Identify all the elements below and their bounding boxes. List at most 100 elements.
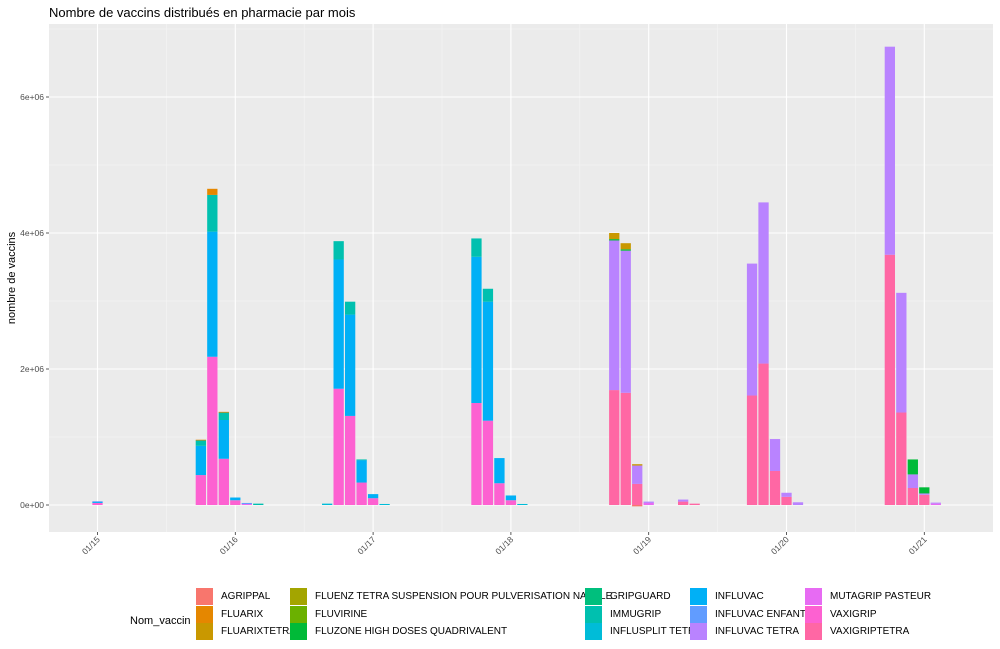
bar-segment: [218, 412, 229, 420]
bar-2020-12: [907, 459, 918, 505]
bar-segment: [241, 503, 252, 505]
bar-segment: [919, 494, 930, 505]
bar-segment: [896, 412, 907, 505]
bar-2016-12: [356, 459, 367, 505]
bar-segment: [207, 356, 218, 505]
bar-segment: [632, 483, 643, 505]
bar-segment: [907, 488, 918, 505]
bar-segment: [494, 458, 505, 484]
legend-label: FLUZONE HIGH DOSES QUADRIVALENT: [315, 626, 508, 638]
bar-segment: [482, 420, 494, 505]
bar-2017-01: [367, 494, 379, 505]
bar-segment: [344, 301, 356, 315]
bar-2021-02: [930, 502, 941, 505]
bar-segment: [344, 415, 356, 505]
bar-segment: [333, 241, 344, 260]
x-tick-label: 01/16: [218, 534, 240, 556]
bar-segment: [758, 202, 769, 364]
legend-swatch: [585, 605, 602, 623]
legend-item: FLUARIXTETRA: [196, 623, 296, 641]
legend-swatch: [585, 588, 602, 606]
bar-2017-10: [471, 238, 482, 505]
bar-segment: [218, 458, 229, 505]
bar-segment: [505, 500, 517, 505]
bar-segment: [471, 238, 482, 257]
bar-segment: [195, 445, 206, 476]
y-tick-label: 2e+06: [20, 364, 44, 374]
legend-label: FLUARIXTETRA: [221, 626, 297, 638]
legend-swatch: [690, 588, 707, 606]
bar-2017-11: [482, 288, 494, 505]
bar-2019-01: [643, 501, 654, 505]
bar-2016-02: [241, 502, 252, 505]
legend-item: GRIPGUARD: [585, 588, 702, 606]
bar-2017-12: [494, 458, 505, 505]
bar-2019-11: [758, 202, 769, 505]
bar-segment: [609, 239, 620, 241]
legend-label: INFLUSPLIT TETRA: [610, 626, 702, 638]
legend-item: MUTAGRIP PASTEUR: [805, 588, 931, 606]
bar-segment: [482, 301, 494, 421]
bar-segment: [218, 411, 229, 413]
y-tick-label: 0e+00: [20, 500, 44, 510]
bar-2019-12: [769, 439, 781, 505]
bar-segment: [919, 493, 930, 495]
bar-2020-02: [792, 502, 804, 505]
legend-item: AGRIPPAL: [196, 588, 296, 606]
x-tick-label: 01/15: [80, 534, 102, 556]
legend-label: INFLUVAC ENFANT: [715, 608, 806, 620]
bar-segment: [769, 439, 781, 471]
bar-2016-01: [230, 497, 241, 505]
bar-2016-09: [322, 503, 333, 505]
plot-panel: [49, 24, 993, 532]
legend-column: INFLUVAC INFLUVAC ENFANT INFLUVAC TETRA: [690, 588, 806, 641]
bar-2019-10: [746, 263, 758, 505]
bar-segment: [367, 498, 379, 505]
legend-column: FLUENZ TETRA SUSPENSION POUR PULVERISATI…: [290, 588, 612, 641]
bar-segment: [907, 459, 918, 475]
bar-segment: [884, 46, 895, 255]
bar-segment: [907, 474, 918, 488]
bar-segment: [746, 263, 758, 396]
bar-2015-01: [92, 501, 103, 505]
bar-2016-10: [333, 241, 344, 505]
legend-swatch: [196, 605, 213, 623]
bar-segment: [344, 314, 356, 416]
legend-title: Nom_vaccin: [130, 615, 191, 627]
legend-column: GRIPGUARD IMMUGRIP INFLUSPLIT TETRA: [585, 588, 702, 641]
legend-column: AGRIPPAL FLUARIX FLUARIXTETRA: [196, 588, 296, 641]
x-axis: 01/15 01/16 01/17 01/18 01/19 01/20 01/21: [80, 532, 929, 556]
bar-segment: [678, 499, 689, 502]
bar-2018-02: [517, 503, 528, 505]
bar-segment: [333, 259, 344, 389]
bar-segment: [482, 288, 494, 302]
chart: Nombre de vaccins distribués en pharmaci…: [6, 5, 993, 556]
bar-segment: [930, 503, 941, 505]
bar-2021-01: [919, 487, 930, 505]
legend-label: FLUARIX: [221, 608, 264, 620]
legend-item: VAXIGRIP: [805, 605, 931, 624]
legend-swatch: [196, 588, 213, 606]
gridlines: [49, 24, 993, 532]
legend-item: INFLUVAC: [690, 588, 806, 606]
bar-segment: [620, 392, 631, 505]
bar-2016-03: [253, 503, 264, 505]
bar-segment: [367, 494, 379, 499]
legend-label: VAXIGRIP: [830, 608, 877, 620]
bar-2019-04: [678, 499, 689, 505]
legend-item: IMMUGRIP: [585, 605, 702, 624]
bar-segment: [471, 256, 482, 403]
bar-segment: [620, 249, 631, 251]
bar-2018-10: [609, 233, 620, 505]
legend-item: VAXIGRIPTETRA: [805, 623, 931, 641]
legend-label: VAXIGRIPTETRA: [830, 626, 910, 638]
bar-segment: [92, 502, 103, 505]
bar-segment: [769, 471, 781, 505]
legend-swatch: [690, 623, 707, 641]
bar-segment: [609, 240, 620, 391]
chart-title: Nombre de vaccins distribués en pharmaci…: [49, 5, 356, 20]
legend-item: INFLUSPLIT TETRA: [585, 623, 702, 641]
legend-label: AGRIPPAL: [221, 591, 271, 603]
bar-2018-12: [632, 464, 643, 507]
bar-segment: [92, 501, 103, 503]
